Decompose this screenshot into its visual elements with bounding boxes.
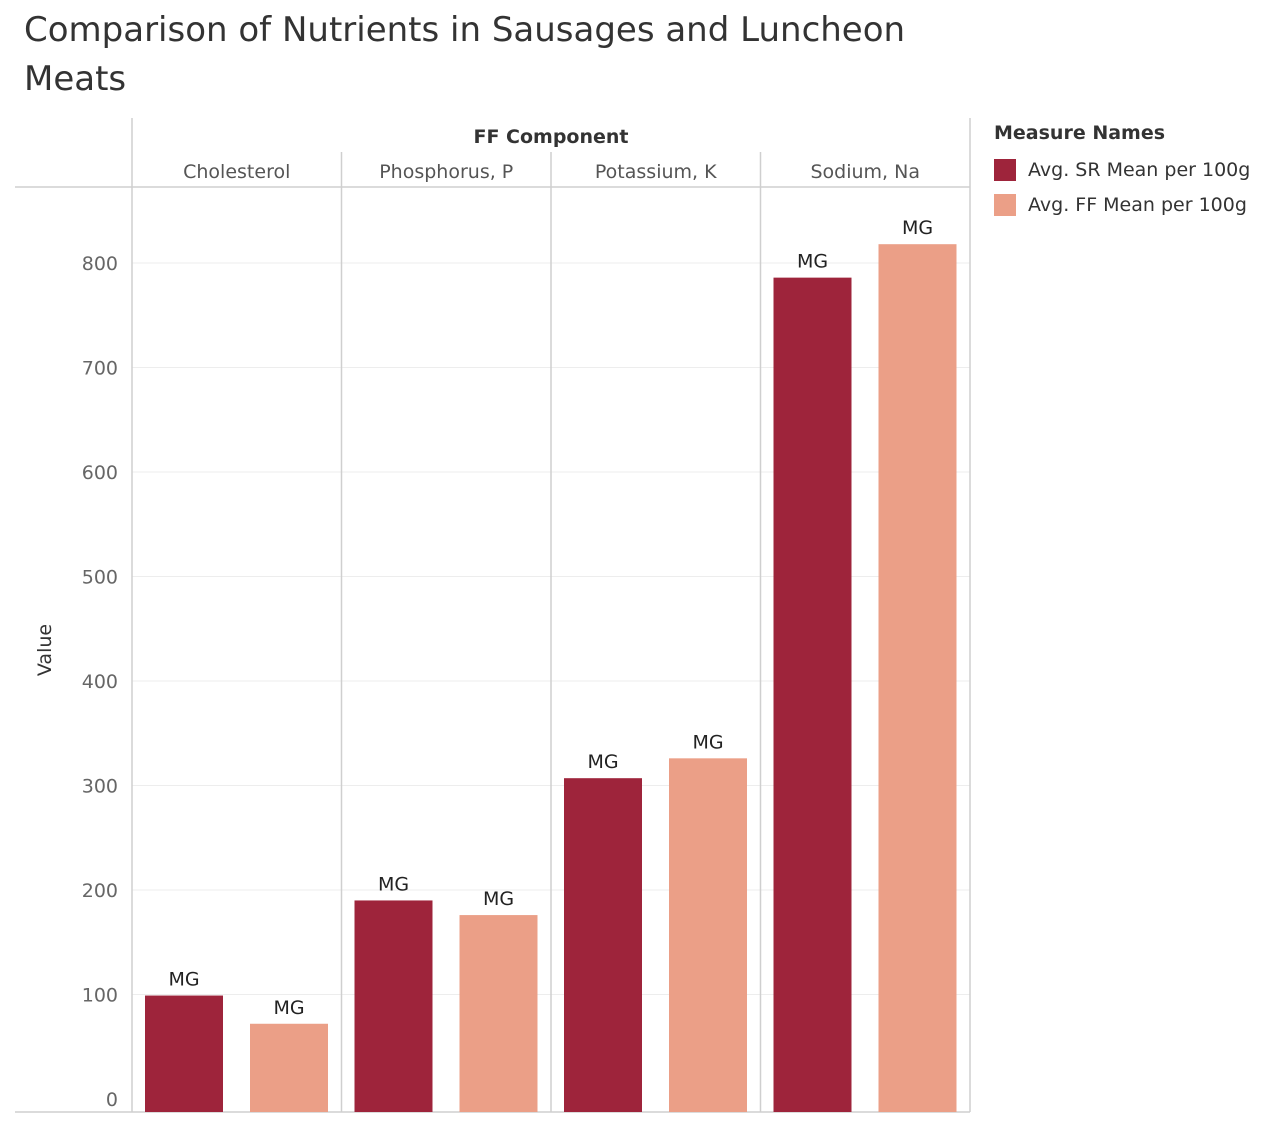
legend-title: Measure Names [994, 122, 1166, 144]
data-label: MG [273, 997, 304, 1019]
bar [354, 900, 433, 1112]
y-tick-label: 100 [82, 985, 118, 1007]
y-tick-label: 200 [82, 880, 118, 902]
column-header: FF Component [473, 126, 628, 148]
y-tick-label: 800 [82, 253, 118, 275]
bar [773, 277, 852, 1112]
y-tick-label: 400 [82, 671, 118, 693]
y-tick-label: 600 [82, 462, 118, 484]
category-label: Cholesterol [183, 161, 290, 183]
legend-item-sr[interactable]: Avg. SR Mean per 100g [994, 152, 1262, 187]
data-label: MG [902, 217, 933, 239]
bar [145, 995, 223, 1112]
bar [669, 758, 747, 1112]
y-tick-label: 300 [82, 776, 118, 798]
y-tick-label: 500 [82, 567, 118, 589]
y-tick-label: 700 [82, 358, 118, 380]
category-label: Phosphorus, P [379, 161, 513, 183]
data-label: MG [378, 873, 409, 895]
data-label: MG [692, 731, 723, 753]
data-label: MG [168, 969, 199, 991]
bar [250, 1023, 328, 1112]
legend-item-ff[interactable]: Avg. FF Mean per 100g [994, 187, 1262, 222]
legend-label-ff: Avg. FF Mean per 100g [1028, 193, 1247, 216]
legend: Measure Names Avg. SR Mean per 100g Avg.… [994, 122, 1262, 222]
bar [878, 244, 957, 1112]
legend-label-sr: Avg. SR Mean per 100g [1028, 158, 1251, 181]
category-label: Sodium, Na [810, 161, 920, 183]
category-label: Potassium, K [595, 161, 717, 183]
data-label: MG [483, 888, 514, 910]
data-label: MG [797, 251, 828, 273]
bar [564, 778, 642, 1112]
bar [459, 915, 538, 1112]
y-tick-label: 0 [106, 1089, 118, 1111]
y-axis-title: Value [34, 624, 56, 676]
legend-swatch-ff [994, 193, 1016, 216]
chart-title: Comparison of Nutrients in Sausages and … [24, 10, 906, 99]
data-label: MG [587, 751, 618, 773]
legend-swatch-sr [994, 158, 1016, 181]
